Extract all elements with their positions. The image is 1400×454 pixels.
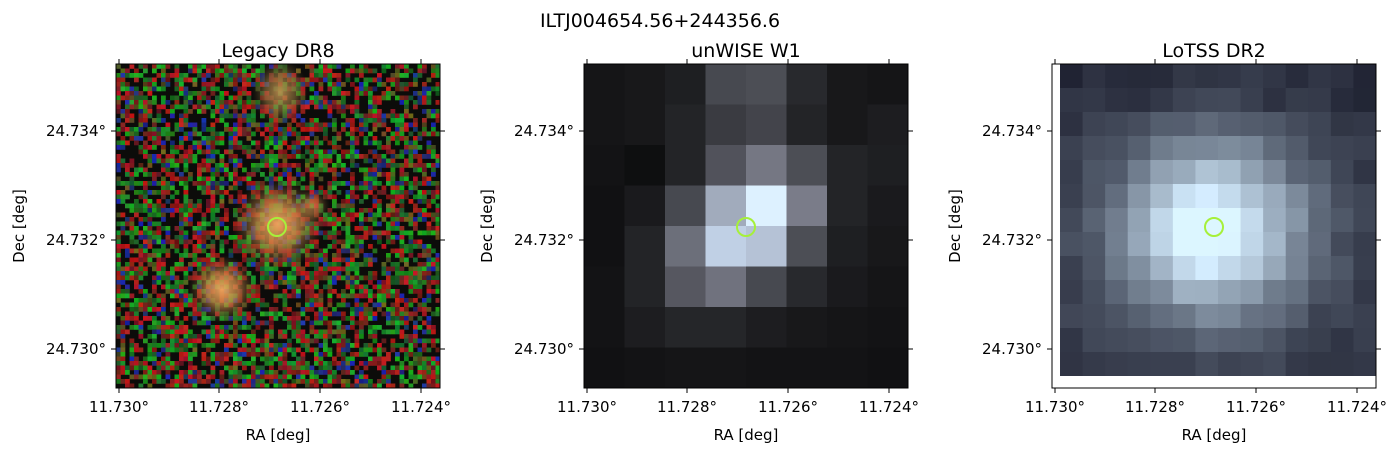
unwise-image bbox=[584, 64, 908, 388]
x-tick-label: 11.728° bbox=[1125, 398, 1185, 416]
y-ticks: 24.734° 24.732° 24.730° bbox=[514, 122, 913, 358]
y-ticks: 24.734° 24.732° 24.730° bbox=[982, 122, 1381, 358]
legacy-image bbox=[116, 64, 440, 388]
x-tick-label: 11.730° bbox=[557, 398, 617, 416]
x-tick-label: 11.730° bbox=[89, 398, 149, 416]
panel-title: LoTSS DR2 bbox=[1162, 40, 1266, 62]
x-ticks: 11.730° 11.728° 11.726° 11.724° bbox=[89, 59, 451, 416]
figure-title: ILTJ004654.56+244356.6 bbox=[540, 10, 780, 32]
y-tick-label: 24.734° bbox=[514, 122, 574, 140]
axes-frame bbox=[1051, 63, 1377, 389]
y-tick-label: 24.730° bbox=[982, 340, 1042, 358]
x-tick-label: 11.730° bbox=[1025, 398, 1085, 416]
panel-unwise: unWISE W1 11.730° 11.728° 11.726° 11.724° 2… bbox=[478, 40, 919, 444]
x-ticks: 11.730° 11.728° 11.726° 11.724° bbox=[557, 59, 919, 416]
y-tick-label: 24.732° bbox=[982, 231, 1042, 249]
axes-frame bbox=[583, 63, 909, 389]
x-tick-label: 11.726° bbox=[290, 398, 350, 416]
source-marker bbox=[736, 217, 756, 237]
source-marker bbox=[1204, 217, 1224, 237]
x-tick-label: 11.728° bbox=[189, 398, 249, 416]
panel-legacy: Legacy DR8 11.730° 11.728° 11.726° 11.724° … bbox=[10, 40, 451, 444]
panel-lotss: LoTSS DR2 11.730° 11.728° 11.726° 11.724° 2… bbox=[946, 40, 1387, 444]
y-tick-label: 24.730° bbox=[514, 340, 574, 358]
x-axis-label: RA [deg] bbox=[246, 426, 311, 444]
x-ticks: 11.730° 11.728° 11.726° 11.724° bbox=[1025, 59, 1387, 416]
x-axis-label: RA [deg] bbox=[1182, 426, 1247, 444]
y-tick-label: 24.732° bbox=[514, 231, 574, 249]
y-tick-label: 24.732° bbox=[46, 231, 106, 249]
y-tick-label: 24.734° bbox=[46, 122, 106, 140]
x-tick-label: 11.726° bbox=[758, 398, 818, 416]
x-tick-label: 11.724° bbox=[391, 398, 451, 416]
y-axis-label: Dec [deg] bbox=[10, 189, 28, 263]
y-axis-label: Dec [deg] bbox=[478, 189, 496, 263]
panel-title: unWISE W1 bbox=[691, 40, 800, 62]
x-tick-label: 11.728° bbox=[657, 398, 717, 416]
x-tick-label: 11.724° bbox=[859, 398, 919, 416]
y-tick-label: 24.734° bbox=[982, 122, 1042, 140]
axes-frame bbox=[115, 63, 441, 389]
y-axis-label: Dec [deg] bbox=[946, 189, 964, 263]
y-tick-label: 24.730° bbox=[46, 340, 106, 358]
source-marker bbox=[267, 217, 287, 237]
x-tick-label: 11.724° bbox=[1327, 398, 1387, 416]
x-tick-label: 11.726° bbox=[1226, 398, 1286, 416]
y-ticks: 24.734° 24.732° 24.730° bbox=[46, 122, 445, 358]
lotss-image bbox=[1060, 64, 1376, 376]
panel-title: Legacy DR8 bbox=[221, 40, 334, 62]
x-axis-label: RA [deg] bbox=[714, 426, 779, 444]
